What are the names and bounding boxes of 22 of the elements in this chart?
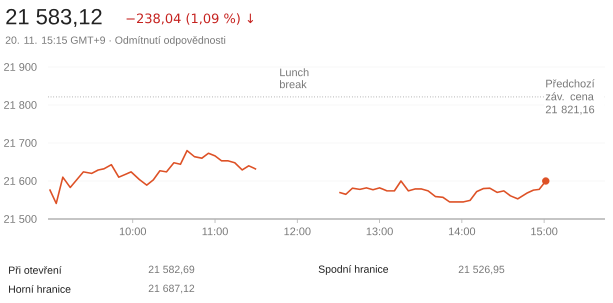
y-tick-label: 21 800 bbox=[4, 101, 37, 109]
x-tick-label: 13:00 bbox=[366, 228, 393, 236]
annotation: Lunch break bbox=[280, 68, 308, 88]
x-tick-label: 15:00 bbox=[531, 228, 558, 236]
y-tick-label: 21 600 bbox=[4, 177, 37, 185]
text: Spodní hranice bbox=[318, 265, 388, 275]
ref-line-label: Předchozí záv. cena 21 821,16 bbox=[546, 79, 595, 115]
chart-title: 21 583,12 bbox=[6, 8, 102, 28]
text: 20. 11. 15:15 GMT+9 · Odmítnutí odpovědnosti bbox=[6, 36, 226, 46]
text: Horní hranice bbox=[9, 285, 71, 293]
y-tick-label: 21 700 bbox=[4, 139, 37, 147]
x-tick-label: 12:00 bbox=[284, 228, 311, 236]
x-tick-label: 11:00 bbox=[202, 228, 228, 236]
y-tick-label: 21 900 bbox=[4, 63, 37, 71]
text: 21 582,69 bbox=[148, 266, 194, 274]
y-tick-label: 21 500 bbox=[4, 215, 37, 223]
x-tick-label: 10:00 bbox=[120, 228, 146, 236]
x-tick-label: 14:00 bbox=[448, 228, 476, 236]
text: Při otevření bbox=[9, 266, 62, 274]
text: 21 687,12 bbox=[148, 284, 194, 294]
chart-subtitle: −238,04 (1,09 %) ↓ bbox=[126, 13, 254, 25]
text: 21 526,95 bbox=[458, 266, 504, 274]
